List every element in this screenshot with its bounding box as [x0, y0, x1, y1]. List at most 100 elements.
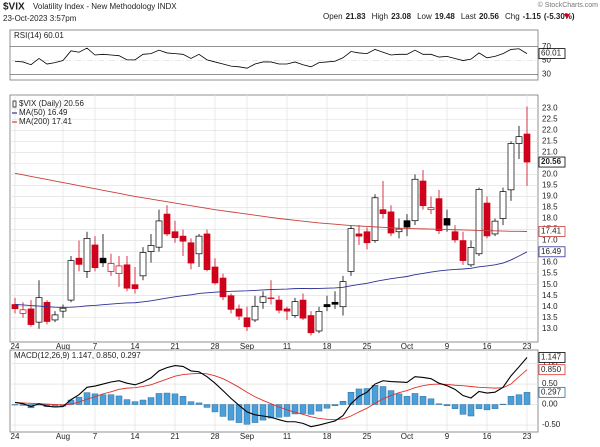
panel-title: MACD(12,26,9) 1.147, 0.850, 0.297	[14, 351, 141, 360]
x-tick-label: 11	[283, 432, 292, 441]
histogram-bar	[291, 404, 299, 415]
candle-body	[155, 220, 163, 248]
candle-body	[451, 231, 459, 241]
histogram-bar	[363, 388, 371, 405]
candle-body	[491, 220, 499, 235]
quote-value: 19.48	[435, 12, 456, 21]
quote-label: Chg	[505, 12, 520, 21]
histogram-bar	[459, 404, 467, 415]
histogram-bar	[139, 399, 147, 405]
histogram-bar	[211, 404, 219, 413]
histogram-bar	[163, 392, 171, 405]
last-value-box	[538, 352, 566, 363]
y-tick-label: 18.5	[542, 203, 558, 212]
candle-body	[11, 304, 19, 310]
candle-body	[123, 264, 131, 289]
last-value: 16.49	[541, 247, 562, 256]
y-tick-label: 18.0	[542, 214, 558, 223]
x-tick-label: 9	[445, 342, 450, 351]
change-pct: (-5.30%)	[544, 12, 575, 21]
candle-body	[467, 247, 475, 266]
candle-body	[187, 242, 195, 264]
panel-frame	[9, 349, 539, 433]
histogram-bar	[275, 404, 283, 418]
histogram-bar	[107, 394, 115, 405]
last-value-box	[538, 226, 566, 237]
y-tick-label: 21.5	[542, 136, 558, 145]
last-value: 0.850	[541, 365, 562, 374]
x-tick-label: 7	[93, 342, 98, 351]
candle-body	[19, 309, 27, 314]
candle-body	[211, 266, 219, 284]
y-tick-label: 50	[542, 56, 551, 65]
candle-body	[171, 231, 179, 239]
histogram-bar	[435, 403, 443, 405]
histogram-bar	[299, 404, 307, 414]
copyright: © StockCharts.com	[538, 1, 599, 9]
quote-value: 20.56	[479, 12, 500, 21]
candle-body	[331, 301, 339, 305]
y-tick-label: 22.0	[542, 125, 558, 134]
x-tick-label: 14	[131, 342, 140, 351]
series-line	[14, 357, 528, 428]
candle-body	[67, 260, 75, 301]
legend-icon	[12, 100, 17, 108]
candle-body	[307, 315, 315, 334]
histogram-bar	[155, 393, 163, 405]
candle-body	[291, 301, 299, 316]
y-tick-label: 30	[542, 70, 551, 79]
y-tick-label: 70	[542, 42, 551, 51]
x-tick-label: 11	[283, 342, 292, 351]
x-tick-label: 25	[363, 342, 372, 351]
histogram-bar	[195, 402, 203, 405]
x-tick-label: 18	[323, 432, 332, 441]
histogram-bar	[387, 390, 395, 405]
x-tick-label: Sep	[240, 432, 255, 441]
candle-body	[51, 314, 59, 321]
histogram-bar	[443, 404, 451, 407]
y-tick-label: 14.0	[542, 302, 558, 311]
candle-body	[35, 297, 43, 323]
x-tick-label: 21	[171, 432, 180, 441]
candle-body	[91, 244, 99, 269]
histogram-bar	[403, 396, 411, 405]
candle-body	[139, 252, 147, 277]
y-tick-label: 15.0	[542, 280, 558, 289]
x-tick-label: 28	[211, 342, 220, 351]
x-tick-label: 7	[93, 432, 98, 441]
candle-body	[443, 218, 451, 226]
candle-body	[403, 220, 411, 228]
candle-body	[59, 307, 67, 312]
quote-label: Last	[461, 12, 477, 21]
candle-body	[147, 245, 155, 252]
y-tick-label: 15.5	[542, 269, 558, 278]
histogram-bar	[475, 404, 483, 409]
histogram-bar	[451, 404, 459, 409]
last-value: 60.01	[541, 49, 562, 58]
x-tick-label: 18	[323, 342, 332, 351]
candle-body	[267, 297, 275, 300]
histogram-bar	[395, 393, 403, 405]
candle-body	[427, 207, 435, 211]
x-tick-label: 25	[363, 432, 372, 441]
last-value-box	[538, 48, 566, 60]
candle-body	[283, 308, 291, 312]
last-value-box	[538, 246, 566, 258]
panel-frame	[9, 29, 539, 81]
histogram-bar	[419, 396, 427, 405]
last-value: 0.297	[541, 387, 562, 396]
y-tick-label: 0.00	[542, 400, 558, 409]
candle-body	[219, 277, 227, 298]
y-tick-label: 14.5	[542, 291, 558, 300]
candle-body	[299, 299, 307, 319]
candle-body	[115, 265, 123, 274]
x-tick-label: 28	[211, 432, 220, 441]
y-tick-label: 19.0	[542, 192, 558, 201]
candle-body	[459, 240, 467, 261]
x-tick-label: 23	[523, 432, 532, 441]
candle-body	[507, 143, 515, 191]
histogram-bar	[219, 404, 227, 417]
candle-body	[355, 233, 363, 237]
y-tick-label: -0.50	[542, 420, 561, 429]
candle-body	[83, 237, 91, 272]
